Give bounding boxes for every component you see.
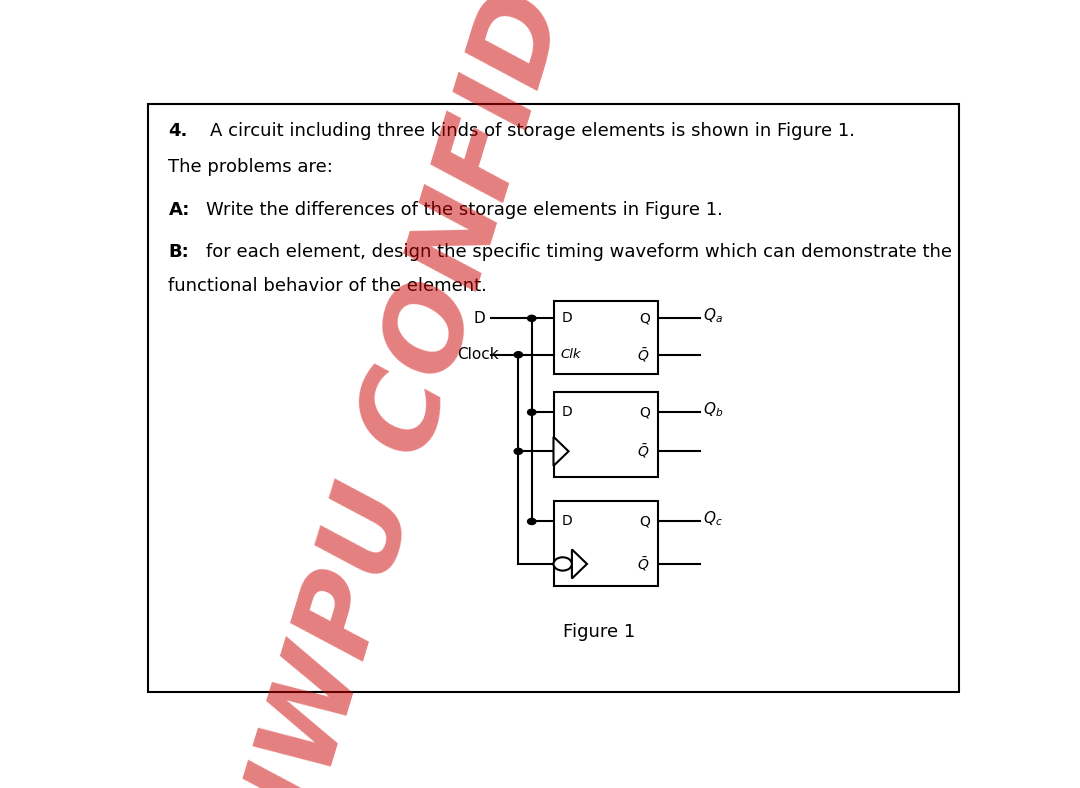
Text: NWPU CONFID: NWPU CONFID [219,0,586,788]
Text: D: D [474,310,486,325]
Text: $\bar{Q}$: $\bar{Q}$ [637,346,650,363]
Text: $Q_b$: $Q_b$ [703,400,724,419]
Circle shape [554,557,572,571]
Text: $Q_a$: $Q_a$ [703,307,724,325]
Text: A circuit including three kinds of storage elements is shown in Figure 1.: A circuit including three kinds of stora… [211,122,855,139]
Text: The problems are:: The problems are: [168,158,334,177]
Circle shape [527,409,536,415]
Text: 4.: 4. [168,122,188,139]
Text: Clock: Clock [457,348,499,362]
Text: Q: Q [639,515,650,529]
Bar [554,501,658,586]
Polygon shape [572,549,588,578]
Text: D: D [562,515,572,529]
Circle shape [514,448,523,455]
Circle shape [527,519,536,525]
Text: for each element, design the specific timing waveform which can demonstrate the: for each element, design the specific ti… [206,243,953,261]
Text: $\bar{Q}$: $\bar{Q}$ [637,442,650,460]
Text: $Q_c$: $Q_c$ [703,510,723,529]
Text: D: D [562,405,572,419]
Text: B:: B: [168,243,189,261]
Text: Q: Q [639,311,650,325]
Text: Clk: Clk [561,348,581,361]
Text: Q: Q [639,405,650,419]
Text: A:: A: [168,201,190,219]
Text: $\bar{Q}$: $\bar{Q}$ [637,555,650,573]
Bar [554,301,658,374]
Text: Write the differences of the storage elements in Figure 1.: Write the differences of the storage ele… [206,201,723,219]
Text: Figure 1: Figure 1 [564,623,636,641]
Polygon shape [554,437,568,466]
Text: functional behavior of the element.: functional behavior of the element. [168,277,487,295]
Text: D: D [562,311,572,325]
Circle shape [527,315,536,322]
Bar [554,392,658,477]
Circle shape [514,351,523,358]
